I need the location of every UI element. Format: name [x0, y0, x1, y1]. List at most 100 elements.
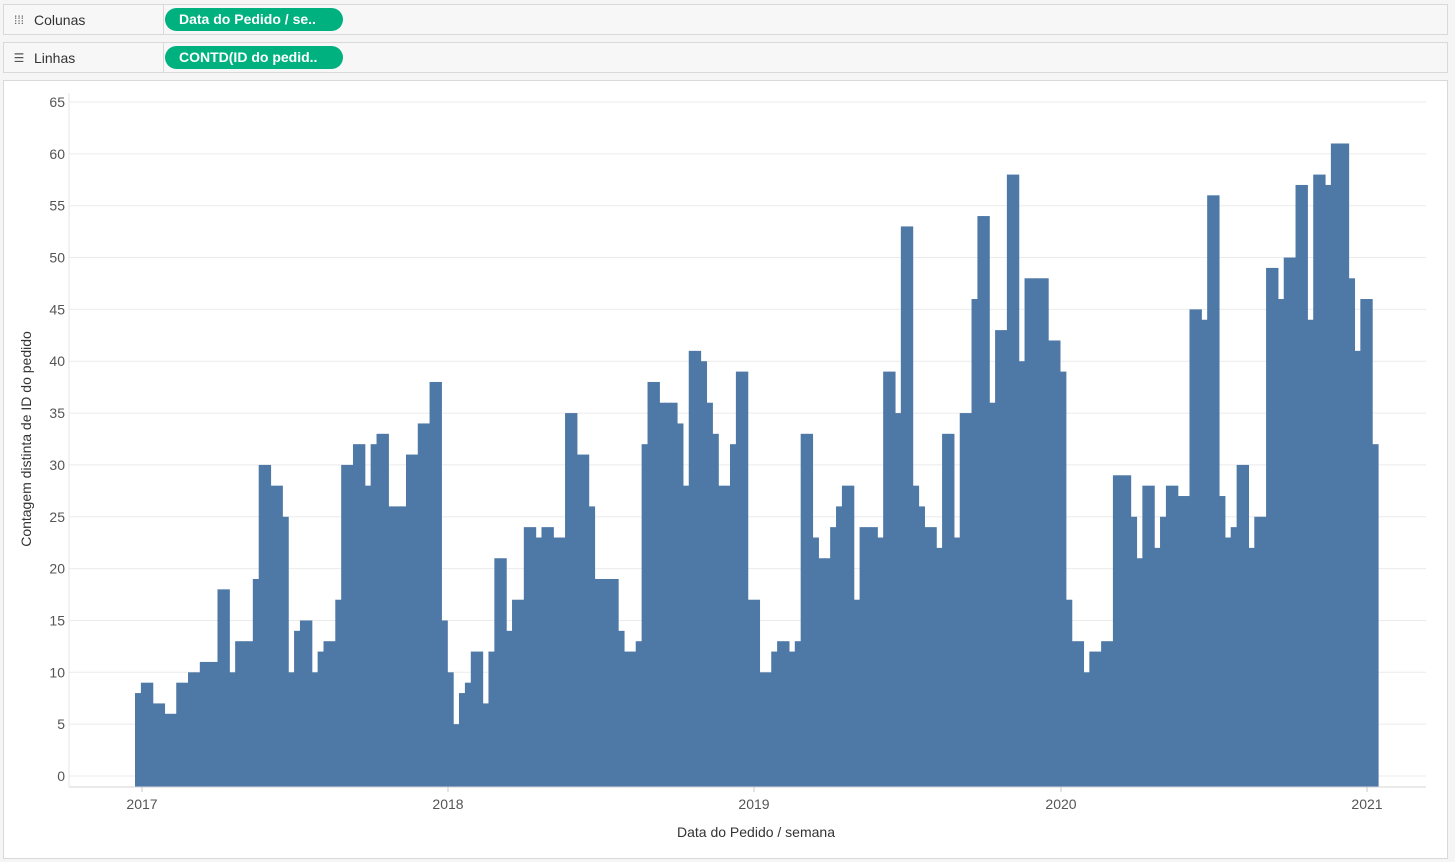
- bar[interactable]: [1330, 143, 1338, 788]
- bar[interactable]: [1095, 651, 1102, 787]
- bar[interactable]: [1354, 350, 1361, 787]
- bar[interactable]: [729, 444, 737, 787]
- bar[interactable]: [765, 672, 772, 787]
- bar[interactable]: [1042, 278, 1049, 787]
- bar[interactable]: [1230, 527, 1238, 787]
- bar[interactable]: [847, 485, 855, 787]
- bar[interactable]: [1307, 319, 1314, 787]
- bar[interactable]: [400, 506, 407, 787]
- bar[interactable]: [376, 433, 384, 787]
- bar[interactable]: [523, 527, 531, 787]
- bar[interactable]: [1295, 184, 1303, 787]
- bar[interactable]: [258, 464, 266, 787]
- bar[interactable]: [352, 444, 360, 787]
- bar[interactable]: [1348, 278, 1356, 787]
- bar[interactable]: [570, 413, 578, 787]
- bar[interactable]: [759, 672, 766, 787]
- bar[interactable]: [411, 454, 419, 787]
- bar[interactable]: [282, 516, 289, 787]
- bar[interactable]: [1254, 516, 1261, 787]
- bar[interactable]: [529, 527, 537, 787]
- bar[interactable]: [429, 381, 437, 787]
- bar[interactable]: [482, 703, 490, 787]
- bar[interactable]: [1077, 641, 1085, 787]
- bar[interactable]: [600, 578, 607, 787]
- bar[interactable]: [989, 402, 996, 787]
- bar[interactable]: [1301, 184, 1308, 787]
- bar[interactable]: [470, 651, 478, 787]
- bar[interactable]: [635, 641, 643, 787]
- bar[interactable]: [688, 350, 696, 787]
- bar[interactable]: [1154, 547, 1161, 787]
- bar[interactable]: [317, 651, 325, 787]
- bar[interactable]: [1030, 278, 1037, 787]
- bar[interactable]: [871, 527, 878, 787]
- bar[interactable]: [1213, 195, 1220, 787]
- bar[interactable]: [199, 661, 207, 787]
- bar[interactable]: [235, 641, 242, 787]
- bar[interactable]: [335, 599, 342, 787]
- bar[interactable]: [476, 651, 484, 787]
- bar[interactable]: [959, 413, 967, 787]
- bar[interactable]: [906, 226, 914, 787]
- bar[interactable]: [918, 506, 925, 787]
- bar[interactable]: [924, 527, 931, 787]
- bar[interactable]: [788, 651, 796, 787]
- bar[interactable]: [517, 599, 525, 787]
- bar[interactable]: [877, 537, 884, 787]
- bar[interactable]: [647, 381, 655, 787]
- bar[interactable]: [724, 485, 731, 787]
- bar[interactable]: [1183, 496, 1191, 787]
- bar[interactable]: [547, 527, 554, 787]
- bar[interactable]: [706, 402, 713, 787]
- bar[interactable]: [682, 485, 690, 787]
- bar[interactable]: [294, 630, 301, 787]
- bar[interactable]: [830, 527, 837, 787]
- bar[interactable]: [889, 371, 896, 787]
- bar[interactable]: [894, 413, 902, 787]
- bar[interactable]: [659, 402, 666, 787]
- bar[interactable]: [741, 371, 749, 787]
- bar[interactable]: [1277, 299, 1285, 787]
- bar[interactable]: [1065, 599, 1073, 787]
- bar[interactable]: [288, 672, 295, 787]
- bar[interactable]: [488, 651, 495, 787]
- bar[interactable]: [241, 641, 248, 787]
- bar[interactable]: [618, 630, 625, 787]
- bar[interactable]: [1342, 143, 1350, 788]
- bar[interactable]: [735, 371, 743, 787]
- bar[interactable]: [623, 651, 631, 787]
- bar[interactable]: [800, 433, 808, 787]
- bar[interactable]: [565, 413, 572, 787]
- bar[interactable]: [1177, 496, 1185, 787]
- bar[interactable]: [900, 226, 908, 787]
- bar[interactable]: [252, 578, 260, 787]
- bar[interactable]: [364, 485, 372, 787]
- bar[interactable]: [182, 682, 189, 787]
- bar[interactable]: [936, 547, 943, 787]
- bar[interactable]: [299, 620, 307, 787]
- bar[interactable]: [1112, 475, 1120, 787]
- bar[interactable]: [629, 651, 637, 787]
- bar[interactable]: [246, 641, 254, 787]
- bar[interactable]: [358, 444, 366, 787]
- bar[interactable]: [158, 703, 166, 787]
- bar[interactable]: [1189, 309, 1196, 787]
- bar[interactable]: [747, 599, 755, 787]
- bar[interactable]: [394, 506, 401, 787]
- bar[interactable]: [853, 599, 861, 787]
- bar[interactable]: [193, 672, 201, 787]
- bar[interactable]: [812, 537, 819, 787]
- bar[interactable]: [1148, 485, 1155, 787]
- bar[interactable]: [1271, 267, 1279, 787]
- bar[interactable]: [712, 433, 719, 787]
- bar[interactable]: [464, 682, 472, 787]
- bar[interactable]: [217, 589, 224, 787]
- bar[interactable]: [1248, 547, 1255, 787]
- bar[interactable]: [1130, 516, 1138, 787]
- bar[interactable]: [441, 620, 448, 787]
- bar[interactable]: [1201, 319, 1208, 787]
- bar[interactable]: [694, 350, 702, 787]
- bar[interactable]: [140, 682, 148, 787]
- bar[interactable]: [1089, 651, 1096, 787]
